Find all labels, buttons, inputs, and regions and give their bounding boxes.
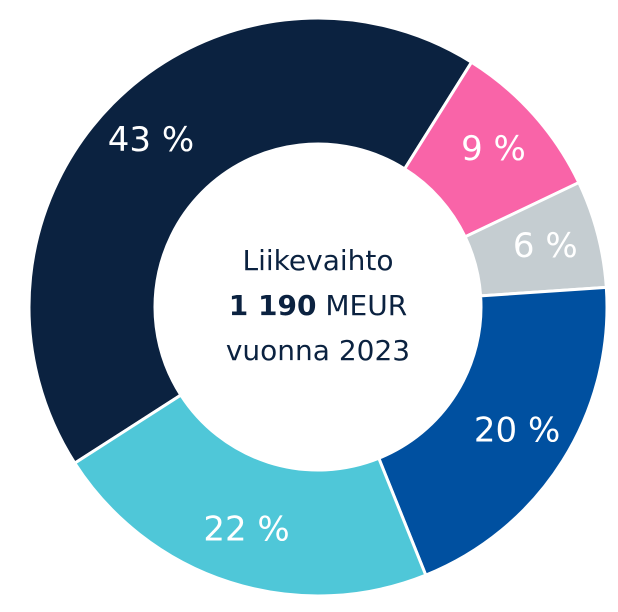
donut-segment (376, 285, 609, 578)
donut-segment (72, 392, 428, 598)
center-line1: Liikevaihto (243, 244, 394, 277)
center-line3: vuonna 2023 (226, 334, 410, 367)
center-line2: 1 190 MEUR (229, 289, 407, 322)
center-total: 1 190 (229, 289, 317, 322)
data-label: 22 % (203, 509, 289, 549)
data-label: 20 % (474, 410, 560, 450)
segments (27, 16, 609, 598)
data-label: 6 % (513, 226, 578, 266)
data-label: 43 % (108, 120, 194, 160)
center-unit: MEUR (325, 289, 407, 322)
labels: 43 % 9 % 6 % 20 % 22 % (108, 120, 578, 549)
data-label: 9 % (461, 129, 526, 169)
donut-segment (27, 16, 474, 466)
